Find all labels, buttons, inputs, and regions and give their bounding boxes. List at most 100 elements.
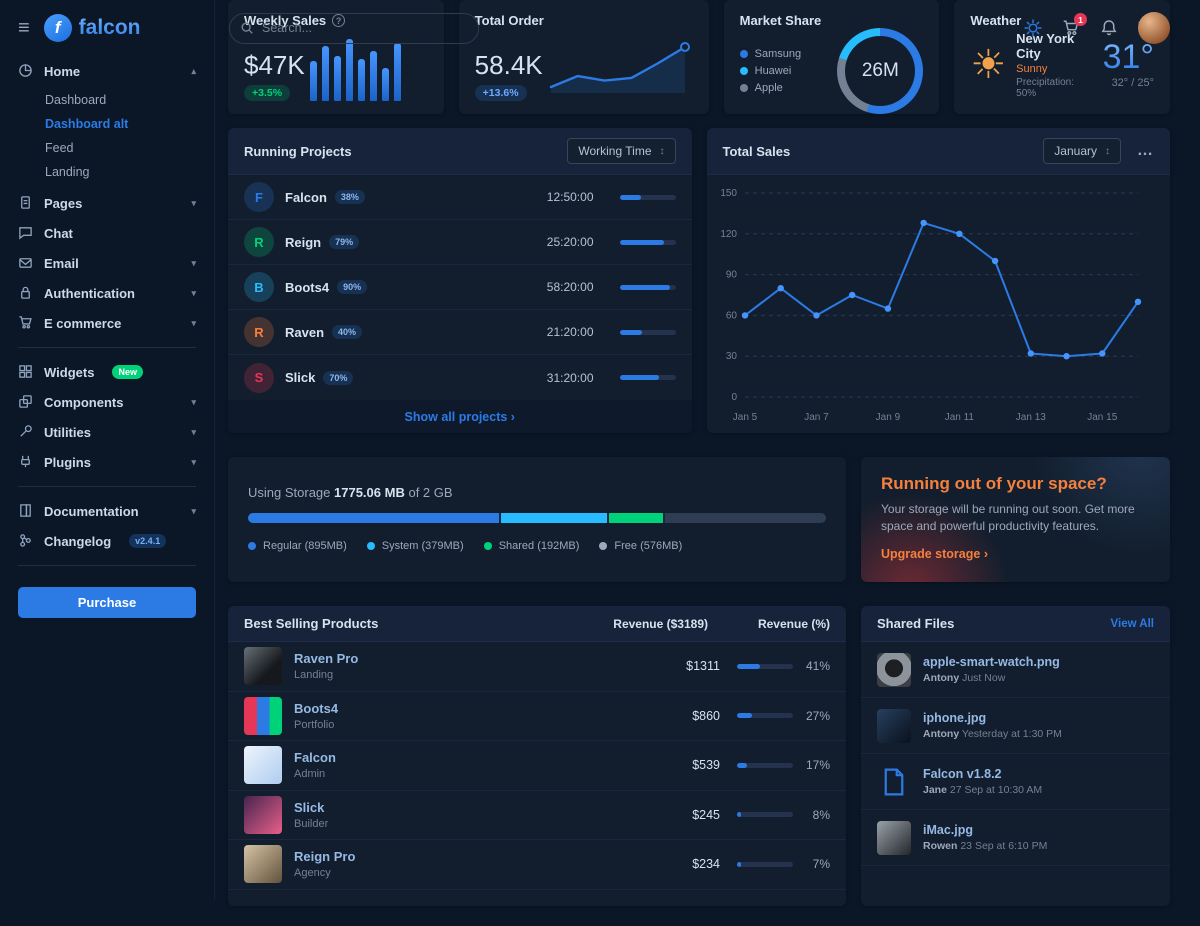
- svg-text:120: 120: [720, 229, 737, 240]
- weekly-sales-bar: [393, 42, 401, 101]
- product-name[interactable]: Boots4: [294, 700, 339, 716]
- file-name[interactable]: apple-smart-watch.png: [923, 655, 1060, 669]
- cart-icon[interactable]: 1: [1062, 13, 1087, 37]
- product-category[interactable]: Agency: [294, 867, 331, 880]
- sidebar-item-documentation[interactable]: Documentation ▾: [18, 496, 196, 526]
- sidebar-item-changelog[interactable]: Changelog v2.4.1: [18, 526, 196, 556]
- total-sales-line-chart: 0 30 60 90 120 150 Jan 5 Jan 7 Jan 9 Jan 11 Jan 13…: [720, 188, 1141, 423]
- file-name[interactable]: iMac.jpg: [923, 823, 974, 837]
- project-name[interactable]: Reign: [285, 234, 322, 250]
- product-category[interactable]: Builder: [294, 817, 329, 830]
- product-progress-bar: [737, 861, 793, 867]
- topbar: 1: [215, 0, 1200, 56]
- product-name[interactable]: Slick: [294, 799, 325, 815]
- brand-name: falcon: [78, 16, 141, 39]
- percent-column-header: Revenue (%): [757, 616, 830, 631]
- sidebar-item-feed[interactable]: Feed: [45, 141, 74, 155]
- weekly-sales-bar: [309, 60, 317, 101]
- file-thumbnail: [877, 652, 911, 687]
- product-name[interactable]: Raven Pro: [294, 651, 359, 667]
- svg-text:60: 60: [725, 310, 737, 321]
- project-progress-bar: [619, 239, 676, 245]
- svg-text:Jan 13: Jan 13: [1015, 412, 1045, 423]
- file-author: Jane: [923, 784, 947, 796]
- main-content: Weekly Sales ? $47K +3.5% Total Order 58…: [215, 0, 1200, 926]
- product-revenue: $234: [692, 857, 720, 872]
- sidebar-item-label: Plugins: [44, 454, 91, 470]
- project-percent-badge: 38%: [334, 190, 365, 204]
- file-name[interactable]: Falcon v1.8.2: [923, 767, 1002, 781]
- product-name[interactable]: Falcon: [294, 750, 336, 766]
- svg-text:Jan 15: Jan 15: [1087, 412, 1117, 423]
- file-name[interactable]: iphone.jpg: [923, 711, 987, 725]
- upgrade-space-card: Running out of your space? Your storage …: [861, 457, 1170, 582]
- sidebar-item-widgets[interactable]: Widgets New: [18, 357, 196, 387]
- project-avatar: R: [244, 227, 274, 257]
- project-name[interactable]: Raven: [285, 324, 325, 340]
- ellipsis-menu-icon[interactable]: …: [1137, 141, 1154, 159]
- project-name[interactable]: Falcon: [285, 189, 327, 205]
- product-row: Raven Pro Landing $1311 41%: [228, 642, 846, 692]
- product-category[interactable]: Admin: [294, 768, 326, 781]
- purchase-button[interactable]: Purchase: [18, 587, 196, 618]
- user-avatar[interactable]: [1138, 12, 1170, 44]
- sidebar-item-dashboard[interactable]: Dashboard: [45, 93, 107, 107]
- sidebar-item-home[interactable]: Home ▴: [18, 56, 196, 86]
- project-avatar: B: [244, 272, 274, 302]
- sidebar-divider: [18, 565, 196, 566]
- project-progress-bar: [619, 194, 676, 200]
- file-meta: Antony Just Now: [923, 672, 1060, 684]
- sidebar-item-utilities[interactable]: Utilities ▾: [18, 417, 196, 447]
- legend-item: Regular (895MB): [248, 537, 347, 554]
- project-percent-badge: 40%: [332, 325, 363, 339]
- space-title: Running out of your space?: [881, 474, 1107, 493]
- file-meta: Rowen 23 Sep at 6:10 PM: [923, 840, 1047, 852]
- view-all-link[interactable]: View All: [1110, 617, 1154, 630]
- show-all-projects-link[interactable]: Show all projects ›: [404, 410, 515, 424]
- card-title: Best Selling Products: [244, 616, 379, 631]
- sidebar-item-pages[interactable]: Pages ▾: [18, 188, 196, 218]
- project-progress-bar: [619, 329, 676, 335]
- notifications-bell-icon[interactable]: [1100, 19, 1118, 37]
- product-thumbnail: [244, 647, 282, 686]
- sidebar-item-chat[interactable]: Chat: [18, 218, 196, 248]
- search-input[interactable]: [229, 12, 479, 44]
- brand-logo[interactable]: f falcon: [43, 14, 141, 42]
- sidebar-item-authentication[interactable]: Authentication ▾: [18, 278, 196, 308]
- sidebar-item-components[interactable]: Components ▾: [18, 387, 196, 417]
- product-name[interactable]: Reign Pro: [294, 849, 356, 865]
- storage-segment: [500, 513, 607, 523]
- project-avatar: R: [244, 317, 274, 347]
- project-time: 21:20:00: [546, 325, 594, 339]
- product-revenue: $539: [692, 758, 720, 773]
- sidebar-item-email[interactable]: Email ▾: [18, 248, 196, 278]
- projects-footer: Show all projects ›: [228, 400, 692, 433]
- project-name[interactable]: Boots4: [285, 279, 330, 295]
- storage-segment: [664, 513, 826, 523]
- project-time: 12:50:00: [546, 190, 594, 204]
- legend-dot: [739, 67, 748, 75]
- sidebar-item-plugins[interactable]: Plugins ▾: [18, 447, 196, 477]
- legend-dot: [366, 541, 375, 550]
- sidebar-item-ecommerce[interactable]: E commerce ▾: [18, 308, 196, 338]
- product-category[interactable]: Landing: [294, 669, 334, 682]
- project-name[interactable]: Slick: [285, 370, 316, 385]
- legend-item: Shared (192MB): [483, 537, 579, 554]
- sidebar: ≡ f falcon Home ▴ Dashboard Dashboard al…: [0, 0, 215, 900]
- legend-item: System (379MB): [366, 537, 464, 554]
- sidebar-item-landing[interactable]: Landing: [45, 165, 90, 179]
- upgrade-storage-link[interactable]: Upgrade storage ›: [881, 546, 988, 561]
- sidebar-item-label: Changelog: [44, 533, 112, 549]
- settings-gear-icon[interactable]: [1024, 19, 1042, 37]
- market-share-total: 26M: [861, 60, 899, 81]
- working-time-select[interactable]: Working Time ↕: [567, 138, 676, 164]
- product-revenue: $245: [692, 807, 720, 822]
- file-author: Antony: [923, 672, 960, 684]
- legend-label: Apple: [754, 82, 783, 94]
- cart-count-badge: 1: [1074, 13, 1087, 26]
- product-category[interactable]: Portfolio: [294, 718, 335, 731]
- month-select[interactable]: January ↕: [1043, 138, 1121, 164]
- sidebar-item-dashboard-alt[interactable]: Dashboard alt: [45, 117, 129, 131]
- plugins-icon: [18, 454, 34, 470]
- menu-toggle-icon[interactable]: ≡: [18, 17, 30, 39]
